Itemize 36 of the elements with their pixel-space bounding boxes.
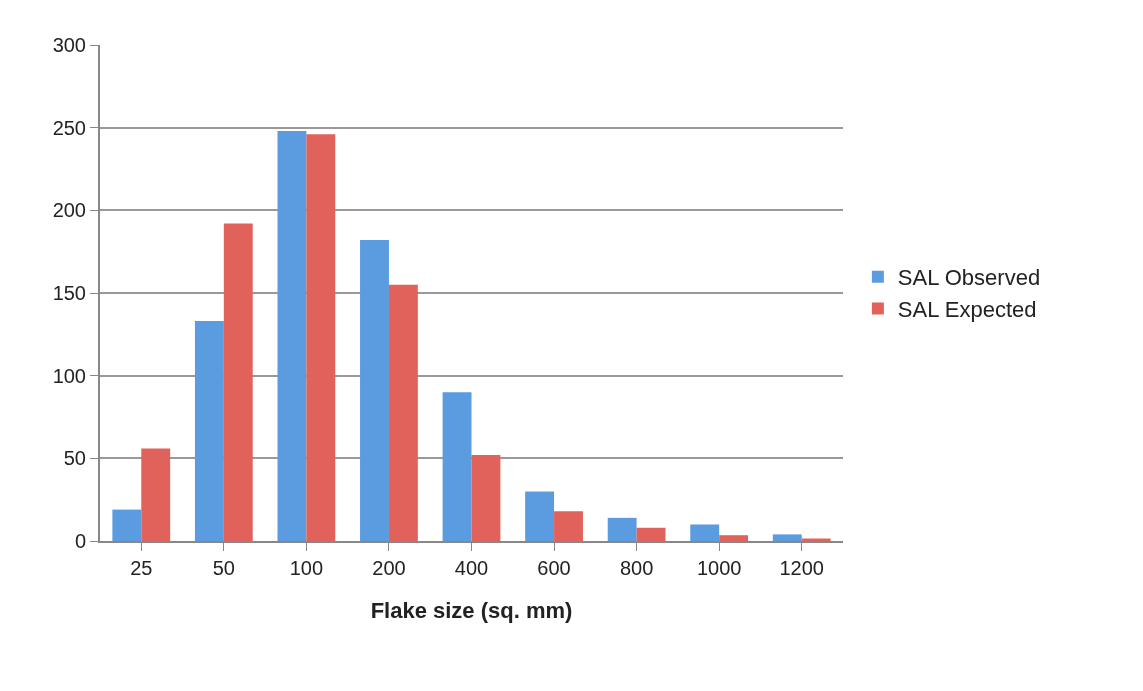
bar [112,509,142,541]
y-tick-label: 150 [52,282,86,304]
x-tick-label: 50 [212,557,235,579]
y-tick-label: 200 [52,199,86,222]
bar [554,511,583,541]
legend-label: SAL Expected [897,296,1037,322]
bar [525,491,555,541]
bar [719,535,749,541]
legend-label: SAL Observed [897,265,1041,291]
bar [194,321,224,541]
bar [388,284,418,541]
bar [306,134,336,541]
x-tick-label: 100 [289,557,324,579]
x-tick-label: 25 [130,557,153,579]
x-tick-label: 1000 [696,557,742,579]
bar [607,517,637,541]
bar [141,448,171,541]
bar [360,240,389,541]
bar [471,455,501,541]
bar [442,392,472,541]
y-tick-label: 250 [52,116,86,139]
x-axis-title: Flake size (sq. mm) [370,598,573,623]
y-tick-label: 100 [52,364,86,387]
bar [772,534,802,541]
y-tick-label: 50 [63,447,86,470]
y-tick-label: 0 [74,530,86,552]
x-tick-label: 1200 [779,557,824,579]
x-tick-label: 400 [454,557,489,579]
y-tick-label: 300 [52,34,86,56]
bar [277,130,307,541]
x-tick-label: 200 [372,557,406,579]
bar [636,527,666,541]
bar [223,223,253,541]
x-tick-label: 800 [619,557,654,579]
bar [690,524,720,541]
x-tick-label: 600 [537,557,571,579]
